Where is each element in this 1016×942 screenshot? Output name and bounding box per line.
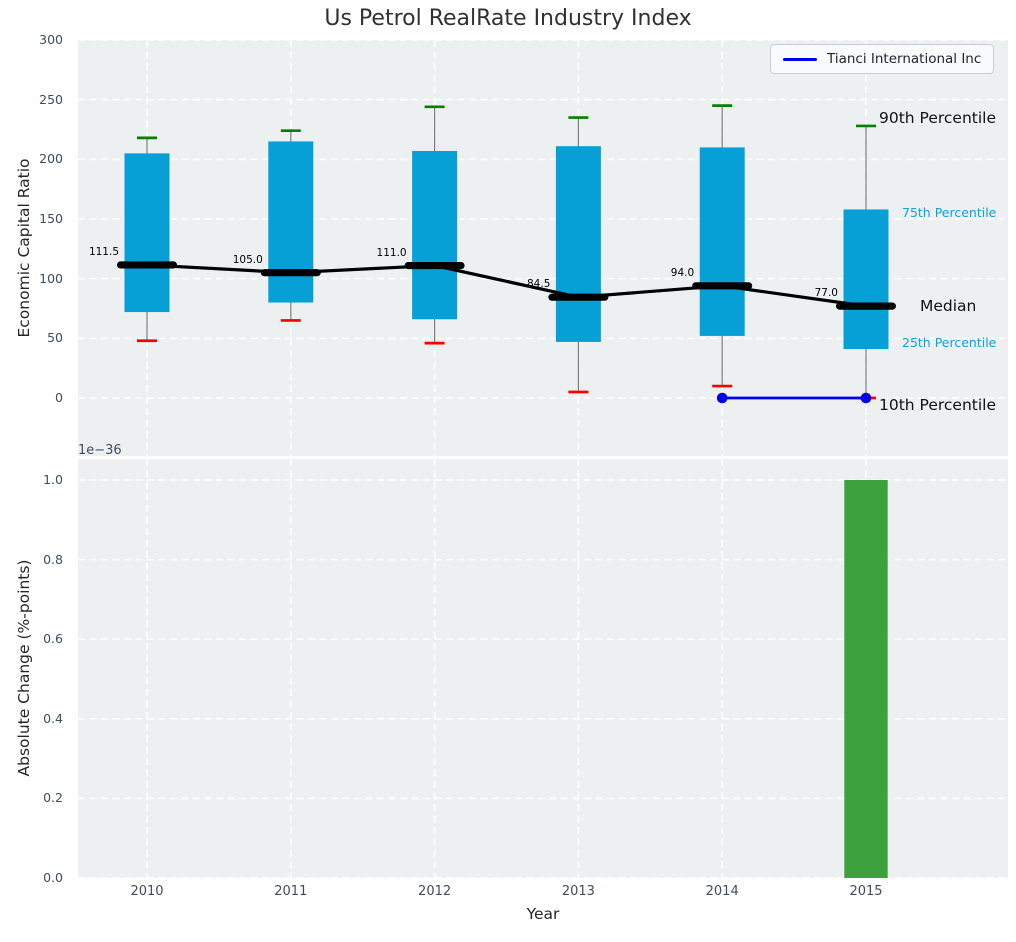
x-tick-label: 2011: [259, 884, 323, 899]
x-tick-label: 2015: [834, 884, 898, 899]
x-tick-label: 2013: [546, 884, 610, 899]
chart-title: Us Petrol RealRate Industry Index: [0, 6, 1016, 31]
company-point: [861, 393, 872, 404]
percentile-label: 10th Percentile: [879, 396, 996, 414]
iqr-box-2015: [844, 209, 889, 349]
iqr-box-2013: [556, 146, 601, 342]
figure-root: Us Petrol RealRate Industry Index Econom…: [0, 0, 1016, 942]
x-axis-label: Year: [78, 905, 1008, 923]
median-marker-2013: [548, 294, 608, 301]
percentile-label: 90th Percentile: [879, 109, 996, 127]
axes-separator: [78, 456, 1008, 459]
bottom-y-tick-label: 0.8: [15, 552, 63, 567]
percentile-label: 75th Percentile: [902, 205, 996, 220]
iqr-box-2011: [268, 141, 313, 302]
median-marker-2011: [261, 269, 321, 276]
median-marker-2012: [405, 262, 465, 269]
bottom-y-tick-label: 0.0: [15, 870, 63, 885]
median-value-label: 77.0: [736, 287, 838, 299]
median-marker-2015: [836, 303, 896, 310]
bottom-y-tick-label: 1.0: [15, 472, 63, 487]
median-value-label: 105.0: [161, 254, 263, 266]
percentile-label: 25th Percentile: [902, 335, 996, 350]
top-y-tick-label: 150: [15, 211, 63, 226]
x-tick-label: 2014: [690, 884, 754, 899]
bottom-y-tick-label: 0.4: [15, 711, 63, 726]
top-y-tick-label: 300: [15, 32, 63, 47]
bottom-y-tick-label: 0.6: [15, 631, 63, 646]
top-y-tick-label: 200: [15, 151, 63, 166]
chart-canvas: [0, 0, 1016, 942]
y-axis-offset-text: 1e−36: [78, 443, 122, 458]
change-bar-2015: [844, 480, 887, 878]
legend-line-sample: [783, 58, 817, 61]
median-value-label: 84.5: [448, 278, 550, 290]
percentile-label: Median: [920, 297, 976, 315]
company-point: [717, 393, 728, 404]
median-value-label: 111.0: [305, 247, 407, 259]
bottom-y-tick-label: 0.2: [15, 790, 63, 805]
top-y-tick-label: 250: [15, 92, 63, 107]
legend-entry-label: Tianci International Inc: [827, 51, 981, 67]
top-y-tick-label: 100: [15, 271, 63, 286]
top-y-tick-label: 50: [15, 330, 63, 345]
median-value-label: 111.5: [17, 246, 119, 258]
top-y-tick-label: 0: [15, 390, 63, 405]
iqr-box-2012: [412, 151, 457, 319]
median-value-label: 94.0: [592, 267, 694, 279]
iqr-box-2010: [125, 153, 170, 312]
x-tick-label: 2012: [403, 884, 467, 899]
iqr-box-2014: [700, 147, 745, 336]
bottom-y-axis-label: Absolute Change (%-points): [15, 560, 33, 777]
x-tick-label: 2010: [115, 884, 179, 899]
legend: Tianci International Inc: [770, 44, 994, 74]
